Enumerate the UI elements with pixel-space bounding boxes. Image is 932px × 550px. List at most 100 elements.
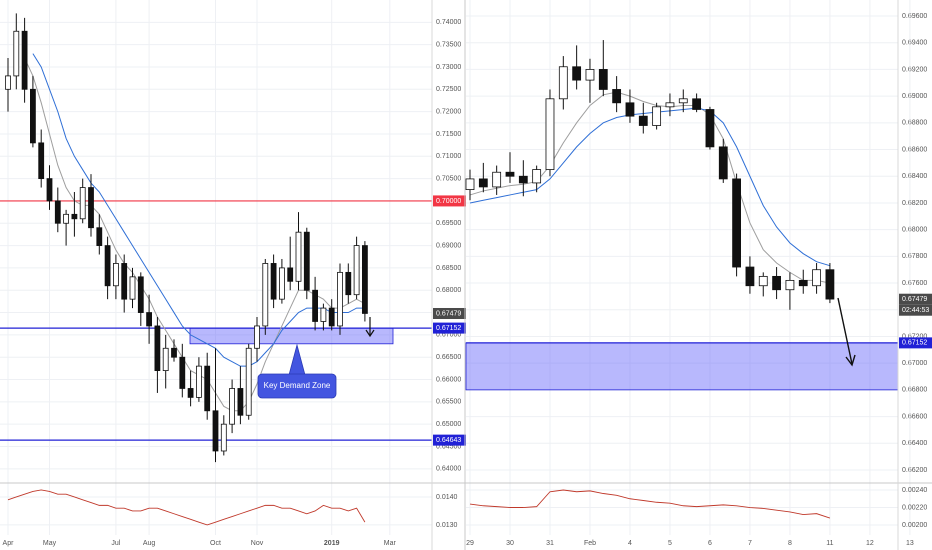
candle-body bbox=[320, 307, 327, 322]
candle-body bbox=[745, 266, 755, 287]
level-label: 0.67152 bbox=[902, 340, 927, 347]
x-tick-label: Apr bbox=[3, 540, 15, 547]
last-price-label: 0.67479 bbox=[902, 296, 927, 303]
candle-body bbox=[162, 347, 169, 372]
moving-average bbox=[32, 53, 365, 367]
x-tick-label: Feb bbox=[584, 540, 596, 547]
candle-body bbox=[295, 231, 302, 282]
candle-body bbox=[79, 187, 86, 220]
indicator-line bbox=[469, 489, 831, 519]
x-tick-label: 13 bbox=[906, 540, 914, 547]
y-tick-label: 0.66400 bbox=[902, 440, 927, 447]
x-tick-label: 6 bbox=[708, 540, 712, 547]
callout-box bbox=[257, 373, 337, 399]
x-tick-label: 31 bbox=[546, 540, 554, 547]
y-tick-label: 0.69600 bbox=[902, 13, 927, 20]
candle-body bbox=[303, 231, 310, 291]
candle-body bbox=[465, 178, 475, 190]
y-tick-label: 0.64000 bbox=[436, 466, 461, 473]
candle-body bbox=[88, 187, 94, 229]
x-tick-label: 8 bbox=[788, 540, 792, 547]
y-tick-label: 0.67000 bbox=[436, 332, 461, 339]
y-tick-label: 0.67000 bbox=[902, 360, 927, 367]
candle-body bbox=[71, 213, 78, 220]
x-tick-label: Nov bbox=[251, 540, 264, 547]
candle-body bbox=[312, 289, 319, 322]
candle-body bbox=[121, 263, 128, 300]
candle-body bbox=[798, 279, 808, 287]
candle-body bbox=[29, 88, 36, 144]
countdown-box bbox=[899, 304, 932, 316]
candle-body bbox=[154, 325, 161, 372]
candle-body bbox=[328, 307, 335, 327]
y-tick-label: 0.72500 bbox=[436, 86, 461, 93]
candle-body bbox=[13, 30, 20, 77]
candle-body bbox=[278, 267, 285, 300]
moving-average bbox=[469, 107, 831, 267]
candle-body bbox=[54, 200, 61, 224]
candle-body bbox=[361, 245, 368, 314]
x-tick-label: 2019 bbox=[324, 540, 340, 547]
candle-body bbox=[204, 365, 211, 412]
candle-body bbox=[270, 263, 277, 300]
indicator-tick-label: 0.0130 bbox=[436, 522, 458, 529]
level-label: 0.70000 bbox=[436, 198, 461, 205]
candle-body bbox=[572, 66, 582, 81]
x-tick-label: 29 bbox=[466, 540, 474, 547]
candle-body bbox=[104, 245, 111, 287]
countdown: 02:44:53 bbox=[902, 307, 929, 314]
x-tick-label: 30 bbox=[506, 540, 514, 547]
level-label-box bbox=[433, 322, 466, 334]
y-tick-label: 0.74000 bbox=[436, 19, 461, 26]
x-tick-label: 11 bbox=[826, 540, 833, 547]
level-label-box bbox=[433, 195, 466, 207]
y-tick-label: 0.69400 bbox=[902, 40, 927, 47]
candle-body bbox=[598, 69, 608, 90]
candle-body bbox=[532, 169, 542, 184]
last-price-box bbox=[899, 293, 932, 305]
candle-body bbox=[171, 347, 177, 358]
y-tick-label: 0.66800 bbox=[902, 387, 927, 394]
last-price-box bbox=[433, 307, 466, 319]
candle-body bbox=[558, 66, 568, 100]
y-tick-label: 0.69000 bbox=[902, 93, 927, 100]
candle-body bbox=[353, 245, 360, 296]
y-tick-label: 0.71000 bbox=[436, 153, 461, 160]
moving-average bbox=[469, 91, 831, 284]
indicator-tick-label: 0.00240 bbox=[902, 487, 927, 494]
x-tick-label: 5 bbox=[668, 540, 672, 547]
candle-body bbox=[345, 271, 352, 296]
y-tick-label: 0.72000 bbox=[436, 108, 461, 115]
indicator-line bbox=[7, 489, 366, 526]
candle-body bbox=[146, 312, 153, 327]
y-tick-label: 0.70500 bbox=[436, 175, 461, 182]
candle-body bbox=[652, 106, 662, 126]
candle-body bbox=[237, 388, 244, 416]
last-price-label: 0.67479 bbox=[436, 310, 461, 317]
y-tick-label: 0.71500 bbox=[436, 131, 461, 138]
demand-zone bbox=[189, 327, 394, 345]
indicator-tick-label: 0.00200 bbox=[902, 522, 927, 529]
y-tick-label: 0.73500 bbox=[436, 41, 461, 48]
candle-body bbox=[63, 213, 69, 224]
y-tick-label: 0.68200 bbox=[902, 200, 927, 207]
candle-body bbox=[287, 267, 294, 282]
candle-body bbox=[137, 276, 144, 313]
y-tick-label: 0.64500 bbox=[436, 443, 461, 450]
y-tick-label: 0.67800 bbox=[902, 253, 927, 260]
demand-zone bbox=[465, 342, 899, 391]
y-tick-label: 0.69200 bbox=[902, 66, 927, 73]
candle-body bbox=[96, 227, 103, 246]
candle-body bbox=[612, 89, 622, 104]
candle-body bbox=[262, 263, 269, 327]
candle-body bbox=[812, 269, 821, 287]
y-tick-label: 0.66500 bbox=[436, 354, 461, 361]
indicator-tick-label: 0.00220 bbox=[902, 504, 927, 511]
candle-body bbox=[229, 388, 236, 425]
candle-body bbox=[5, 75, 11, 90]
candle-body bbox=[492, 171, 502, 188]
candle-body bbox=[21, 30, 28, 90]
